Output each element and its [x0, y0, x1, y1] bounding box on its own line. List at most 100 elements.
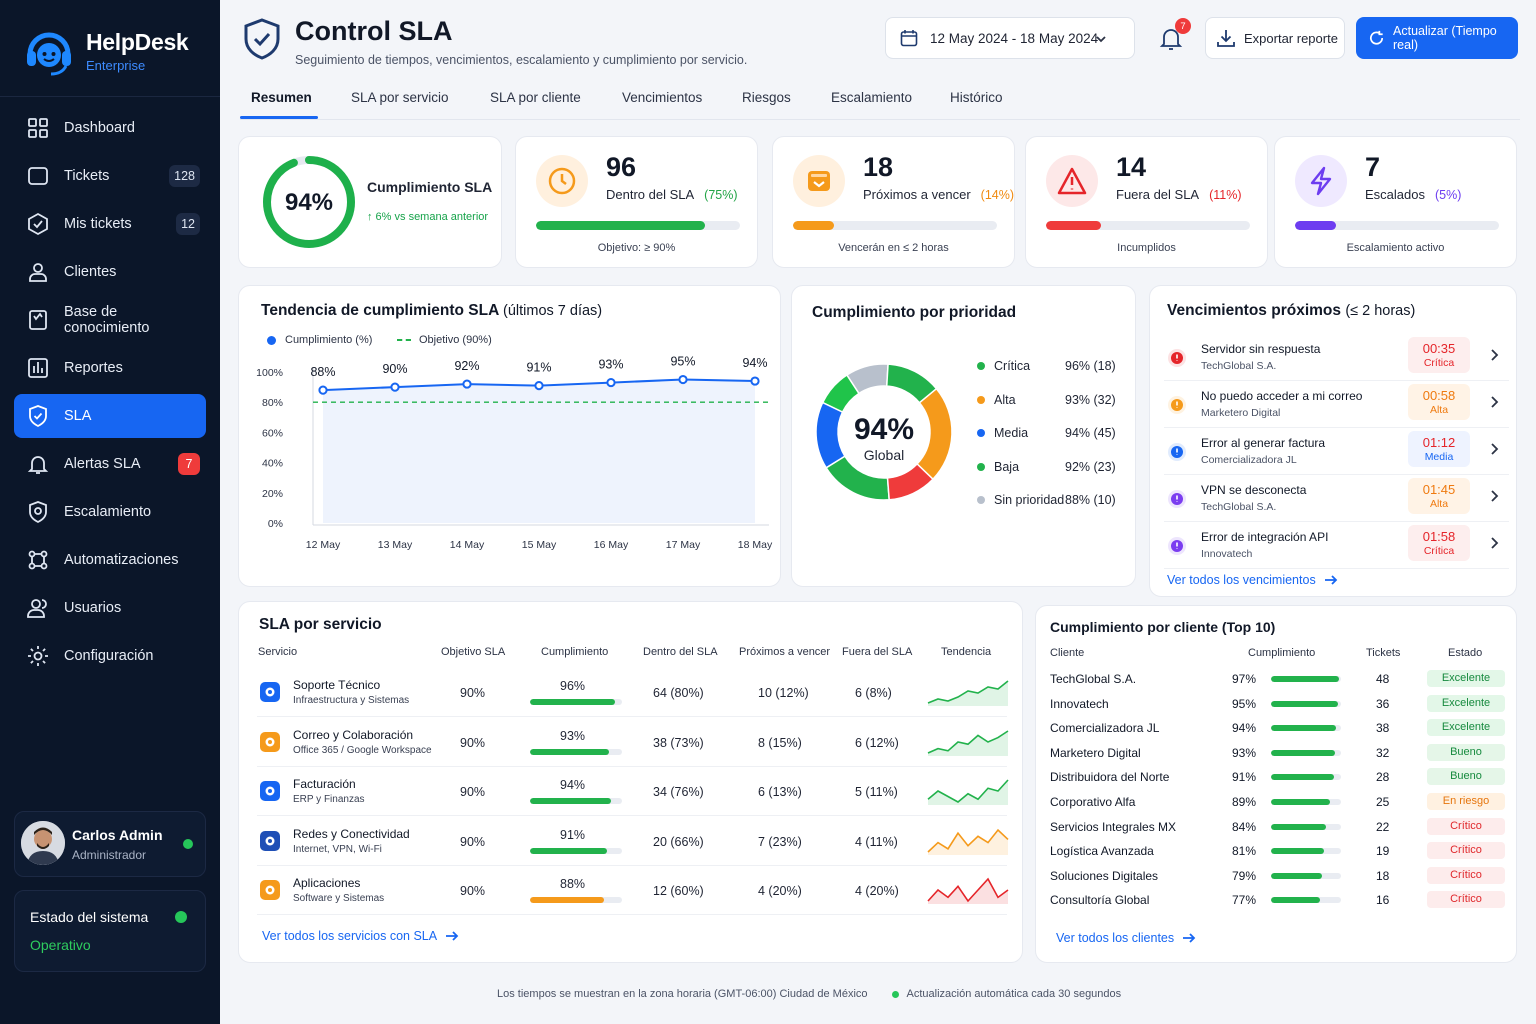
table-row[interactable]: Correo y Colaboración Office 365 / Google… [257, 718, 1009, 767]
donut-segment[interactable] [825, 455, 891, 501]
chevron-right-icon[interactable] [1488, 348, 1500, 365]
view-all-clients-link[interactable]: Ver todos los clientes [1056, 931, 1196, 945]
deadline-row[interactable]: Error al generar factura Comercializadora… [1164, 428, 1509, 475]
tab-risks[interactable]: Riesgos [742, 90, 791, 105]
donut-segment[interactable] [815, 401, 846, 469]
service-compliance-bar [530, 847, 622, 854]
service-within: 20 (66%) [653, 834, 704, 849]
export-report-button[interactable]: Exportar reporte [1205, 17, 1345, 59]
sidebar-item-dashboard[interactable]: Dashboard [14, 106, 206, 150]
chevron-right-icon[interactable] [1488, 442, 1500, 459]
view-all-deadlines-link[interactable]: Ver todos los vencimientos [1167, 573, 1338, 587]
tab-history[interactable]: Histórico [950, 90, 1003, 105]
client-tickets: 18 [1376, 868, 1390, 883]
brand[interactable]: HelpDesk Enterprise [22, 24, 189, 78]
deadline-row[interactable]: Error de integración API Innovatech 01:58 C… [1164, 522, 1509, 569]
sidebar-item-my-tickets[interactable]: Mis tickets 12 [14, 202, 206, 246]
table-row[interactable]: Comercializadora JL 94% 38 Excelente [1050, 716, 1506, 741]
donut-segment[interactable] [916, 387, 953, 481]
trend-chart-card: Tendencia de cumplimiento SLA (últimos 7… [238, 285, 781, 587]
book-icon [29, 310, 47, 330]
sidebar-item-reports[interactable]: Reportes [14, 346, 206, 390]
service-target: 90% [460, 884, 486, 898]
ticket-alert-icon [1168, 537, 1186, 555]
view-all-services-link[interactable]: Ver todos los servicios con SLA [262, 929, 459, 943]
sidebar-item-label: Base de conocimiento [64, 304, 150, 336]
chevron-right-icon[interactable] [1488, 395, 1500, 412]
timezone-note: Los tiempos se muestran en la zona horar… [497, 988, 868, 1000]
table-row[interactable]: TechGlobal S.A. 97% 48 Excelente [1050, 667, 1506, 692]
table-row[interactable]: Corporativo Alfa 89% 25 En riesgo [1050, 790, 1506, 815]
escalated-note: Escalamiento activo [1346, 242, 1445, 254]
service-outside: 4 (11%) [855, 834, 898, 849]
donut-segment[interactable] [821, 373, 860, 414]
chevron-right-icon[interactable] [1488, 536, 1500, 553]
col-header-tickets: Tickets [1366, 647, 1401, 659]
x-tick-label: 13 May [378, 539, 413, 551]
compliance-point[interactable] [606, 377, 616, 388]
notifications-badge: 7 [1175, 18, 1191, 34]
sidebar-item-escalation[interactable]: Escalamiento [14, 490, 206, 534]
table-row[interactable]: Soporte Técnico Infraestructura y Sistema… [257, 668, 1009, 717]
sidebar-item-sla[interactable]: SLA [14, 394, 206, 438]
table-row[interactable]: Redes y Conectividad Internet, VPN, Wi-Fi… [257, 817, 1009, 866]
compliance-point[interactable] [318, 385, 328, 395]
priority-legend-dot [977, 496, 985, 504]
tab-deadlines[interactable]: Vencimientos [622, 90, 703, 105]
sidebar-item-sla-alerts[interactable]: Alertas SLA 7 [14, 442, 206, 486]
table-row[interactable]: Facturación ERP y Finanzas 90% 94% 34 (76%) 6… [257, 767, 1009, 816]
export-report-label: Exportar reporte [1244, 30, 1338, 46]
compliance-point[interactable] [678, 374, 688, 385]
service-target: 90% [460, 735, 486, 750]
sidebar-item-settings[interactable]: Configuración [14, 634, 206, 678]
deadline-row[interactable]: VPN se desconecta TechGlobal S.A. 01:45 Alt… [1164, 475, 1509, 522]
chevron-right-icon[interactable] [1488, 489, 1500, 506]
service-icon [259, 780, 280, 802]
compliance-point[interactable] [390, 382, 400, 392]
priority-legend-value: 94% (45) [1065, 426, 1116, 440]
table-row[interactable]: Distribuidora del Norte 91% 28 Bueno [1050, 765, 1506, 790]
tab-summary[interactable]: Resumen [251, 90, 312, 105]
sidebar-item-clients[interactable]: Clientes [14, 250, 206, 294]
escalation-icon [29, 501, 47, 524]
table-row[interactable]: Marketero Digital 93% 32 Bueno [1050, 741, 1506, 766]
client-compliance-bar [1271, 799, 1341, 805]
sidebar-item-label: Configuración [64, 648, 154, 664]
donut-segment[interactable] [885, 363, 938, 404]
table-row[interactable]: Servicios Integrales MX 84% 22 Crítico [1050, 815, 1506, 840]
kpi-escalated-card: 7 Escalados (5%) Escalamiento activo [1274, 136, 1517, 268]
service-outside: 4 (20%) [855, 884, 899, 898]
table-row[interactable]: Aplicaciones Software y Sistemas 90% 88% 12 … [257, 866, 1009, 915]
donut-segment[interactable] [886, 462, 935, 501]
deadline-row[interactable]: No puedo acceder a mi correo Marketero Di… [1164, 381, 1509, 428]
priority-title: Cumplimiento por prioridad [812, 304, 1017, 321]
notifications-button[interactable]: 7 [1149, 17, 1193, 59]
refresh-realtime-button[interactable]: Actualizar (Tiempo real) [1356, 17, 1518, 59]
table-row[interactable]: Logística Avanzada 81% 19 Crítico [1050, 839, 1506, 864]
compliance-point[interactable] [534, 380, 544, 391]
priority-legend-label: Media [994, 426, 1029, 440]
sla-by-service-card: SLA por servicio Servicio Objetivo SLA C… [238, 601, 1023, 963]
compliance-point[interactable] [750, 376, 760, 386]
compliance-point[interactable] [462, 379, 472, 389]
priority-legend-value: 96% (18) [1065, 359, 1116, 373]
sidebar-item-users[interactable]: Usuarios [14, 586, 206, 630]
sidebar-item-automations[interactable]: Automatizaciones [14, 538, 206, 582]
tab-escalation[interactable]: Escalamiento [831, 90, 913, 105]
sidebar-item-knowledge-base[interactable]: Base de conocimiento [14, 298, 206, 342]
deadline-row[interactable]: Servidor sin respuesta TechGlobal S.A. 00:… [1164, 334, 1509, 381]
compliance-value: 94% [285, 189, 333, 216]
table-row[interactable]: Soluciones Digitales 79% 18 Crítico [1050, 864, 1506, 889]
date-range-picker[interactable]: 12 May 2024 - 18 May 2024 [885, 17, 1135, 59]
tab-sla-by-service[interactable]: SLA por servicio [351, 90, 449, 105]
deadline-priority: Alta [1429, 498, 1449, 510]
deadlines-title: Vencimientos próximos (≤ 2 horas) [1167, 302, 1416, 319]
tab-sla-by-client[interactable]: SLA por cliente [490, 90, 581, 105]
deadline-title: Error al generar factura [1201, 436, 1326, 450]
table-row[interactable]: Innovatech 95% 36 Excelente [1050, 692, 1506, 717]
user-profile-card[interactable]: Carlos Admin Administrador [14, 811, 206, 877]
upcoming-note: Vencerán en ≤ 2 horas [838, 242, 949, 254]
sidebar-item-label: Alertas SLA [64, 456, 141, 472]
sidebar-item-tickets[interactable]: Tickets 128 [14, 154, 206, 198]
table-row[interactable]: Consultoría Global 77% 16 Crítico [1050, 888, 1506, 913]
